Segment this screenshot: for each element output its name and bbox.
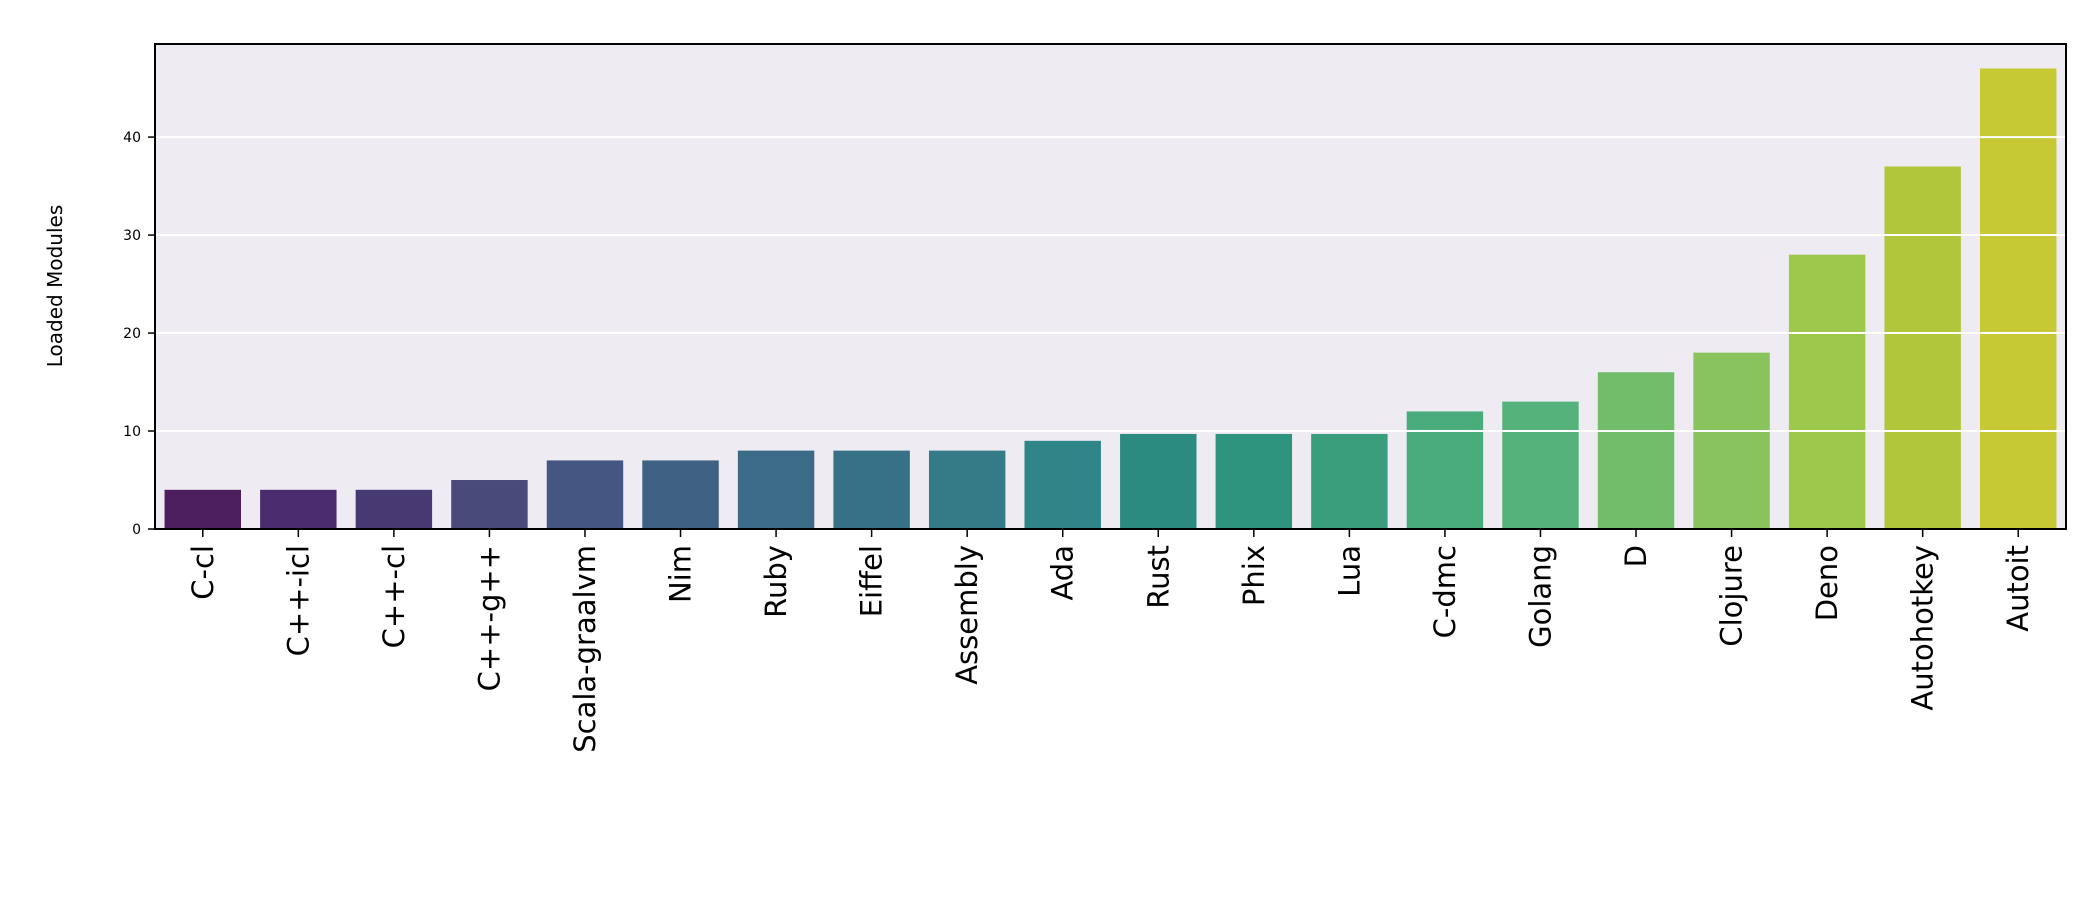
x-tick-label: Eiffel	[855, 545, 889, 617]
bars	[164, 68, 2057, 530]
y-tick-label: 10	[123, 424, 141, 440]
x-tick-label: Ruby	[759, 545, 793, 618]
bar	[1120, 433, 1197, 529]
bar	[928, 450, 1006, 529]
plot-background	[155, 44, 2066, 529]
x-tick-label: C++-icl	[281, 545, 315, 656]
bar	[1502, 401, 1579, 529]
y-tick-label: 40	[123, 130, 141, 146]
x-tick-label: Deno	[1810, 545, 1844, 621]
bar	[1215, 433, 1293, 529]
x-tick-label: Clojure	[1715, 545, 1749, 647]
bar	[1884, 166, 1961, 530]
bar	[546, 460, 624, 529]
x-tick-label: C-cl	[186, 545, 220, 600]
x-tick-label: Nim	[664, 545, 698, 603]
x-tick-label: Assembly	[950, 545, 984, 685]
x-tick-label: Golang	[1523, 545, 1557, 648]
x-tick-label: Autohotkey	[1906, 545, 1940, 711]
bar	[642, 460, 719, 529]
bar	[1406, 411, 1484, 529]
bar	[1693, 352, 1770, 529]
plot-frame	[154, 43, 2067, 530]
x-tick-label: Autoit	[2001, 545, 2035, 632]
x-tick-label: C-dmc	[1428, 545, 1462, 638]
x-tick-label: Lua	[1332, 545, 1366, 597]
x-tick-label: D	[1619, 545, 1653, 567]
bar	[1788, 254, 1866, 530]
bar	[1311, 433, 1388, 529]
x-tick-label: C++-g++	[472, 545, 506, 691]
bar	[260, 489, 337, 529]
x-tick-label: Scala-graalvm	[568, 545, 602, 753]
bar	[164, 489, 241, 529]
bar	[1024, 440, 1101, 529]
bar	[737, 450, 815, 529]
x-tick-label: Phix	[1237, 545, 1271, 606]
y-tick-label: 20	[123, 326, 141, 342]
y-axis-label: Loaded Modules	[43, 205, 67, 367]
y-tick-label: 0	[132, 522, 141, 538]
bar	[833, 450, 910, 529]
bar	[355, 489, 433, 529]
x-tick-label: Ada	[1046, 545, 1080, 601]
bar	[451, 480, 528, 529]
bar	[1597, 372, 1675, 529]
bar	[1980, 68, 2057, 530]
y-tick-label: 30	[123, 228, 141, 244]
x-tick-label: C++-cl	[377, 545, 411, 648]
x-tick-label: Rust	[1141, 545, 1175, 609]
